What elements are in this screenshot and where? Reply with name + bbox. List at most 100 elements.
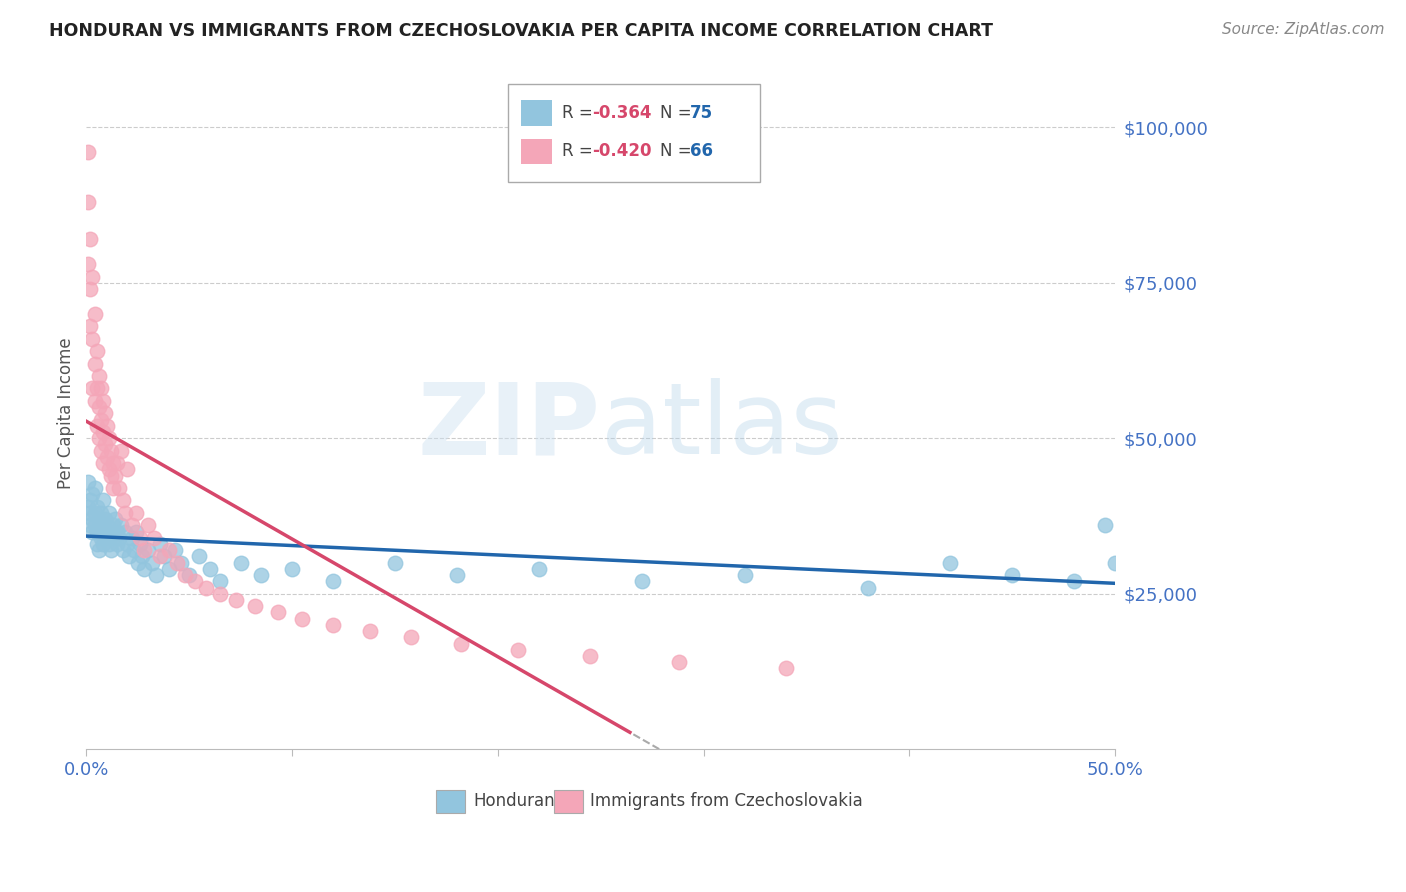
Point bbox=[157, 543, 180, 558]
Point bbox=[630, 574, 652, 589]
Point bbox=[97, 537, 120, 551]
Text: N =: N = bbox=[661, 104, 697, 122]
Point bbox=[1001, 568, 1024, 582]
Y-axis label: Per Capita Income: Per Capita Income bbox=[58, 337, 75, 489]
Point bbox=[86, 500, 108, 514]
Point bbox=[91, 456, 114, 470]
Point bbox=[90, 531, 112, 545]
Point bbox=[77, 257, 100, 271]
Text: ZIP: ZIP bbox=[418, 378, 600, 475]
Point bbox=[82, 332, 104, 346]
Point bbox=[105, 456, 128, 470]
Point bbox=[157, 562, 180, 576]
Point bbox=[229, 556, 252, 570]
Point bbox=[775, 661, 797, 675]
Text: R =: R = bbox=[561, 143, 598, 161]
Point bbox=[96, 518, 118, 533]
Point bbox=[132, 543, 155, 558]
Point bbox=[79, 506, 101, 520]
Point bbox=[82, 269, 104, 284]
Point bbox=[668, 655, 690, 669]
Point bbox=[91, 425, 114, 439]
Point bbox=[100, 468, 122, 483]
Point bbox=[508, 642, 530, 657]
Point bbox=[734, 568, 756, 582]
Text: -0.420: -0.420 bbox=[592, 143, 652, 161]
Point bbox=[117, 462, 139, 476]
Point bbox=[83, 518, 105, 533]
Point bbox=[87, 431, 110, 445]
Point bbox=[281, 562, 304, 576]
Point bbox=[208, 574, 231, 589]
FancyBboxPatch shape bbox=[522, 100, 553, 126]
Point bbox=[127, 556, 149, 570]
Point bbox=[1094, 518, 1116, 533]
Point bbox=[96, 531, 118, 545]
Point bbox=[112, 493, 135, 508]
Point bbox=[170, 556, 193, 570]
Point bbox=[86, 537, 108, 551]
Point bbox=[136, 518, 159, 533]
Point bbox=[91, 537, 114, 551]
Point bbox=[82, 524, 104, 539]
Point bbox=[118, 549, 141, 564]
Point bbox=[124, 524, 146, 539]
Point bbox=[91, 518, 114, 533]
Point bbox=[114, 506, 136, 520]
Point bbox=[94, 524, 117, 539]
Point bbox=[208, 587, 231, 601]
FancyBboxPatch shape bbox=[554, 789, 583, 814]
Point bbox=[79, 232, 101, 246]
Point bbox=[194, 581, 217, 595]
Point bbox=[225, 593, 247, 607]
Point bbox=[82, 487, 104, 501]
Point bbox=[291, 612, 314, 626]
Point bbox=[96, 418, 118, 433]
Point bbox=[101, 531, 124, 545]
Point bbox=[104, 468, 127, 483]
Point bbox=[132, 562, 155, 576]
Point bbox=[87, 543, 110, 558]
Point bbox=[110, 443, 132, 458]
Point bbox=[91, 493, 114, 508]
Point bbox=[86, 344, 108, 359]
Point bbox=[110, 518, 132, 533]
Text: Immigrants from Czechoslovakia: Immigrants from Czechoslovakia bbox=[591, 792, 863, 810]
Point bbox=[243, 599, 266, 614]
Point bbox=[105, 524, 128, 539]
Point bbox=[122, 543, 145, 558]
Point bbox=[179, 568, 201, 582]
Point bbox=[87, 512, 110, 526]
Point bbox=[90, 506, 112, 520]
Point bbox=[83, 357, 105, 371]
Point bbox=[121, 531, 143, 545]
Point bbox=[94, 512, 117, 526]
Text: R =: R = bbox=[561, 104, 598, 122]
Text: N =: N = bbox=[661, 143, 697, 161]
Point bbox=[101, 481, 124, 495]
Point bbox=[450, 636, 472, 650]
Point bbox=[136, 543, 159, 558]
Point bbox=[100, 443, 122, 458]
Point bbox=[112, 543, 135, 558]
Point bbox=[401, 630, 423, 644]
Point bbox=[83, 307, 105, 321]
Point bbox=[1104, 556, 1126, 570]
Point bbox=[188, 549, 211, 564]
Point bbox=[108, 481, 131, 495]
Point bbox=[101, 518, 124, 533]
Point bbox=[108, 531, 131, 545]
Point bbox=[100, 543, 122, 558]
Point bbox=[87, 400, 110, 414]
Point bbox=[117, 537, 139, 551]
Text: atlas: atlas bbox=[600, 378, 842, 475]
Point bbox=[83, 481, 105, 495]
Point bbox=[114, 524, 136, 539]
Point bbox=[83, 393, 105, 408]
Point bbox=[322, 574, 344, 589]
Text: 75: 75 bbox=[690, 104, 713, 122]
Point bbox=[128, 531, 150, 545]
Point bbox=[86, 524, 108, 539]
Point bbox=[124, 506, 146, 520]
Point bbox=[143, 531, 166, 545]
